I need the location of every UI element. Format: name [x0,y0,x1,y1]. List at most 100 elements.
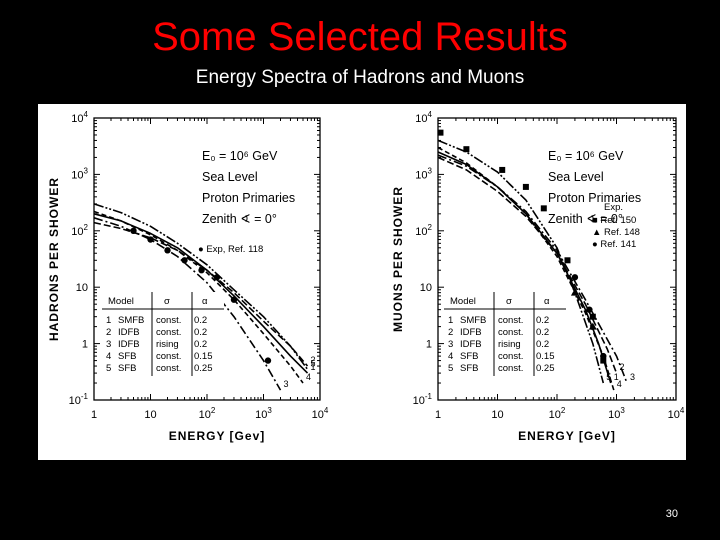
muons-table-cell: const. [498,363,523,374]
muons-annotation: Proton Primaries [548,191,641,205]
muons-table-cell: SFB [460,351,478,362]
hadrons-series-5 [93,203,309,370]
hadrons-table-cell: SMFB [118,315,144,326]
muons-table-cell: const. [498,351,523,362]
muons-legend-entry: ▲ Ref. 148 [592,227,640,238]
hadrons-table-cell: const. [156,315,181,326]
hadrons-annotation: Zenith ∢ = 0° [202,212,277,226]
muons-y-tick-label: 10-1 [413,392,433,407]
hadrons-annotation: Sea Level [202,170,258,184]
hadrons-curve-label-3: 3 [284,379,289,389]
muons-table-bg [444,292,566,376]
muons-y-axis-label: MUONS PER SHOWER [391,186,405,332]
muons-table-cell: rising [498,339,521,350]
hadrons-data-point [181,257,188,264]
hadrons-legend-ref118: ● Exp, Ref. 118 [198,244,263,255]
hadrons-table-cell: 0.2 [194,327,207,338]
hadrons-y-axis-label: HADRONS PER SHOWER [47,177,61,341]
hadrons-data-point [264,357,272,364]
hadrons-y-tick-label: 102 [71,223,88,238]
hadrons-annotation: E₀ = 10⁶ GeV [202,149,278,163]
muons-point-ref150 [499,166,506,173]
muons-table-cell: 0.2 [536,315,549,326]
muons-legend-title: Exp. [604,202,623,213]
muons-table-cell: 2 [448,327,453,338]
hadrons-table-cell: SFB [118,351,136,362]
muons-x-axis-label: ENERGY [GeV] [518,429,616,443]
hadrons-curves [93,203,309,391]
slide-subtitle: Energy Spectra of Hadrons and Muons [195,67,525,88]
muons-table-header: α [544,296,550,307]
muons-point-ref141 [600,352,607,360]
muons-x-tick-label: 103 [608,406,625,421]
hadrons-y-tick-label: 10 [76,282,88,294]
hadrons-y-tick-label: 103 [71,166,88,181]
hadrons-table-cell: rising [156,339,179,350]
muons-series-4 [437,146,615,391]
hadrons-curve-label-5: 5 [310,358,315,368]
hadrons-table-cell: SFB [118,363,136,374]
hadrons-x-tick-label: 10 [144,409,156,421]
muons-y-tick-label: 104 [415,110,432,125]
muons-table-cell: const. [498,315,523,326]
hadrons-curve-label-1: 1 [310,362,315,372]
muons-point-ref150 [540,205,547,212]
muons-annotation: Sea Level [548,170,604,184]
muons-x-tick-label: 10 [491,409,503,421]
muons-curve-label-3: 3 [630,372,635,382]
hadrons-table-header: σ [164,296,170,307]
hadrons-data-point [198,267,205,274]
hadrons-curve-label-2: 2 [310,355,315,365]
hadrons-table-cell: IDFB [118,327,140,338]
muons-table-cell: IDFB [460,339,482,350]
muons-table-cell: IDFB [460,327,482,338]
hadrons-data-point [147,236,154,243]
muons-point-ref150 [437,129,444,136]
muons-point-ref141 [571,274,579,281]
hadrons-table-cell: IDFB [118,339,140,350]
hadrons-table-cell: const. [156,363,181,374]
slide-number: 30 [665,508,678,520]
hadrons-y-tick-label: 1 [82,339,88,351]
hadrons-data-point [213,274,221,281]
hadrons-table-cell: 1 [106,315,111,326]
hadrons-x-tick-label: 102 [199,406,216,421]
hadrons-y-tick-label: 104 [71,110,88,125]
muons-x-tick-label: 102 [549,406,566,421]
muons-table-cell: 0.2 [536,339,549,350]
hadrons-series-4 [93,210,304,384]
hadrons-series-2 [93,221,309,367]
muons-series-1 [437,151,612,384]
hadrons-table-cell: 4 [106,351,111,362]
muons-point-ref141 [586,306,593,313]
muons-point-ref148 [570,288,579,296]
muons-table-cell: 0.25 [536,363,555,374]
slide-title: Some Selected Results [152,15,568,59]
muons-point-ref150 [564,257,571,264]
hadrons-table-cell: 5 [106,363,111,374]
hadrons-table-header: Model [108,296,134,307]
hadrons-annotation: Proton Primaries [202,191,295,205]
hadrons-data-point [230,296,238,303]
hadrons-table-cell: const. [156,351,181,362]
hadrons-curve-label-4: 4 [306,372,311,382]
muons-y-tick-label: 1 [426,339,432,351]
muons-point-ref150 [522,183,529,190]
muons-x-tick-label: 104 [668,406,685,421]
muons-table-cell: 4 [448,351,453,362]
muons-annotation: E₀ = 10⁶ GeV [548,149,624,163]
muons-table-cell: 1 [448,315,453,326]
hadrons-data-point [164,247,171,254]
muons-series-5 [437,139,605,384]
hadrons-table-cell: 0.25 [194,363,213,374]
muons-curve-label-2: 2 [620,362,625,372]
muons-legend-entry: ■ Ref. 150 [592,215,636,226]
hadrons-table-header: α [202,296,208,307]
muons-series-3 [437,154,628,384]
muons-y-tick-label: 102 [415,223,432,238]
muons-table-cell: 0.2 [536,327,549,338]
muons-table-header: σ [506,296,512,307]
muons-legend-entry: ● Ref. 141 [592,239,636,250]
hadrons-table-cell: const. [156,327,181,338]
